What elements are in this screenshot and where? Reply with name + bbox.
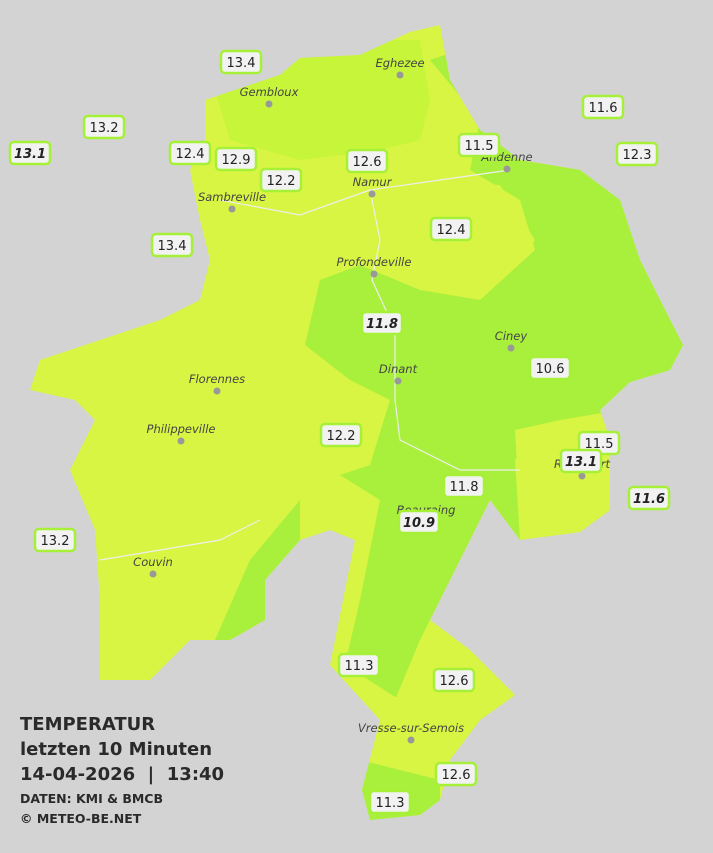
station-box — [8, 140, 52, 166]
station-value: 11.3 — [376, 796, 405, 811]
town-dot — [396, 71, 404, 79]
station-box — [627, 485, 671, 511]
station-box — [337, 652, 381, 678]
source: DATEN: KMI & BMCB — [20, 791, 163, 806]
town-label: Gembloux — [240, 85, 299, 99]
town-dot — [368, 190, 376, 198]
station-value: 13.1 — [565, 455, 597, 470]
station-value: 11.3 — [345, 659, 374, 674]
station-box — [581, 94, 625, 120]
station-box — [33, 527, 77, 553]
station-value: 12.4 — [176, 147, 205, 162]
station-value: 12.9 — [222, 153, 251, 168]
town-label: Ciney — [495, 329, 528, 343]
town-label: Dinant — [379, 362, 418, 376]
town-dot — [503, 165, 511, 173]
station-value: 13.4 — [158, 239, 187, 254]
station-value: 12.4 — [437, 223, 466, 238]
town-label: Sambreville — [198, 190, 266, 204]
station-box — [429, 216, 473, 242]
town-dot — [149, 570, 157, 578]
station-box — [457, 132, 501, 158]
station-value: 10.9 — [403, 516, 435, 531]
station-box — [345, 148, 389, 174]
station-box — [559, 448, 603, 474]
town-dot — [177, 437, 185, 445]
station-box — [259, 167, 303, 193]
town-label: Vresse-sur-Semois — [358, 721, 464, 735]
station-value: 12.6 — [440, 674, 469, 689]
credit: © METEO-BE.NET — [20, 811, 142, 826]
station-value: 11.5 — [465, 139, 494, 154]
town-label: Florennes — [189, 372, 245, 386]
station-box — [615, 141, 659, 167]
station-box — [168, 140, 212, 166]
station-value: 11.6 — [589, 101, 618, 116]
station-value: 11.8 — [450, 480, 479, 495]
station-value: 11.6 — [633, 492, 665, 507]
town-dot — [407, 736, 415, 744]
station-value: 12.2 — [267, 174, 296, 189]
town-dot — [507, 344, 515, 352]
station-box — [82, 114, 126, 140]
station-box — [442, 473, 486, 499]
station-value: 12.6 — [442, 768, 471, 783]
station-box — [434, 761, 478, 787]
station-box — [214, 146, 258, 172]
town-dot — [370, 270, 378, 278]
station-box — [432, 667, 476, 693]
station-box — [150, 232, 194, 258]
town-label: Namur — [353, 175, 393, 189]
station-value: 12.2 — [327, 429, 356, 444]
station-value: 12.6 — [353, 155, 382, 170]
town-dot — [228, 205, 236, 213]
town-label: Couvin — [133, 555, 173, 569]
station-box — [319, 422, 363, 448]
station-box — [368, 789, 412, 815]
station-box — [528, 355, 572, 381]
town-dot — [578, 472, 586, 480]
station-value: 13.1 — [14, 147, 46, 162]
station-value: 13.2 — [90, 121, 119, 136]
station-box — [360, 310, 404, 336]
title: TEMPERATUR — [20, 714, 155, 735]
town-label: Profondeville — [337, 255, 412, 269]
station-box — [219, 49, 263, 75]
town-label: Eghezee — [375, 56, 424, 70]
station-value: 13.4 — [227, 56, 256, 71]
station-value: 11.8 — [366, 317, 398, 332]
station-value: 13.2 — [41, 534, 70, 549]
town-dot — [265, 100, 273, 108]
town-dot — [213, 387, 221, 395]
station-value: 12.3 — [623, 148, 652, 163]
labels: EghezeeGemblouxAndenneNamurSambrevillePr… — [8, 49, 671, 815]
town-dot — [394, 377, 402, 385]
station-value: 11.5 — [585, 437, 614, 452]
station-value: 10.6 — [536, 362, 565, 377]
station-box — [397, 509, 441, 535]
datetime: 14-04-2026 | 13:40 — [20, 764, 224, 785]
town-label: Philippeville — [147, 422, 216, 436]
subtitle: letzten 10 Minuten — [20, 739, 212, 760]
